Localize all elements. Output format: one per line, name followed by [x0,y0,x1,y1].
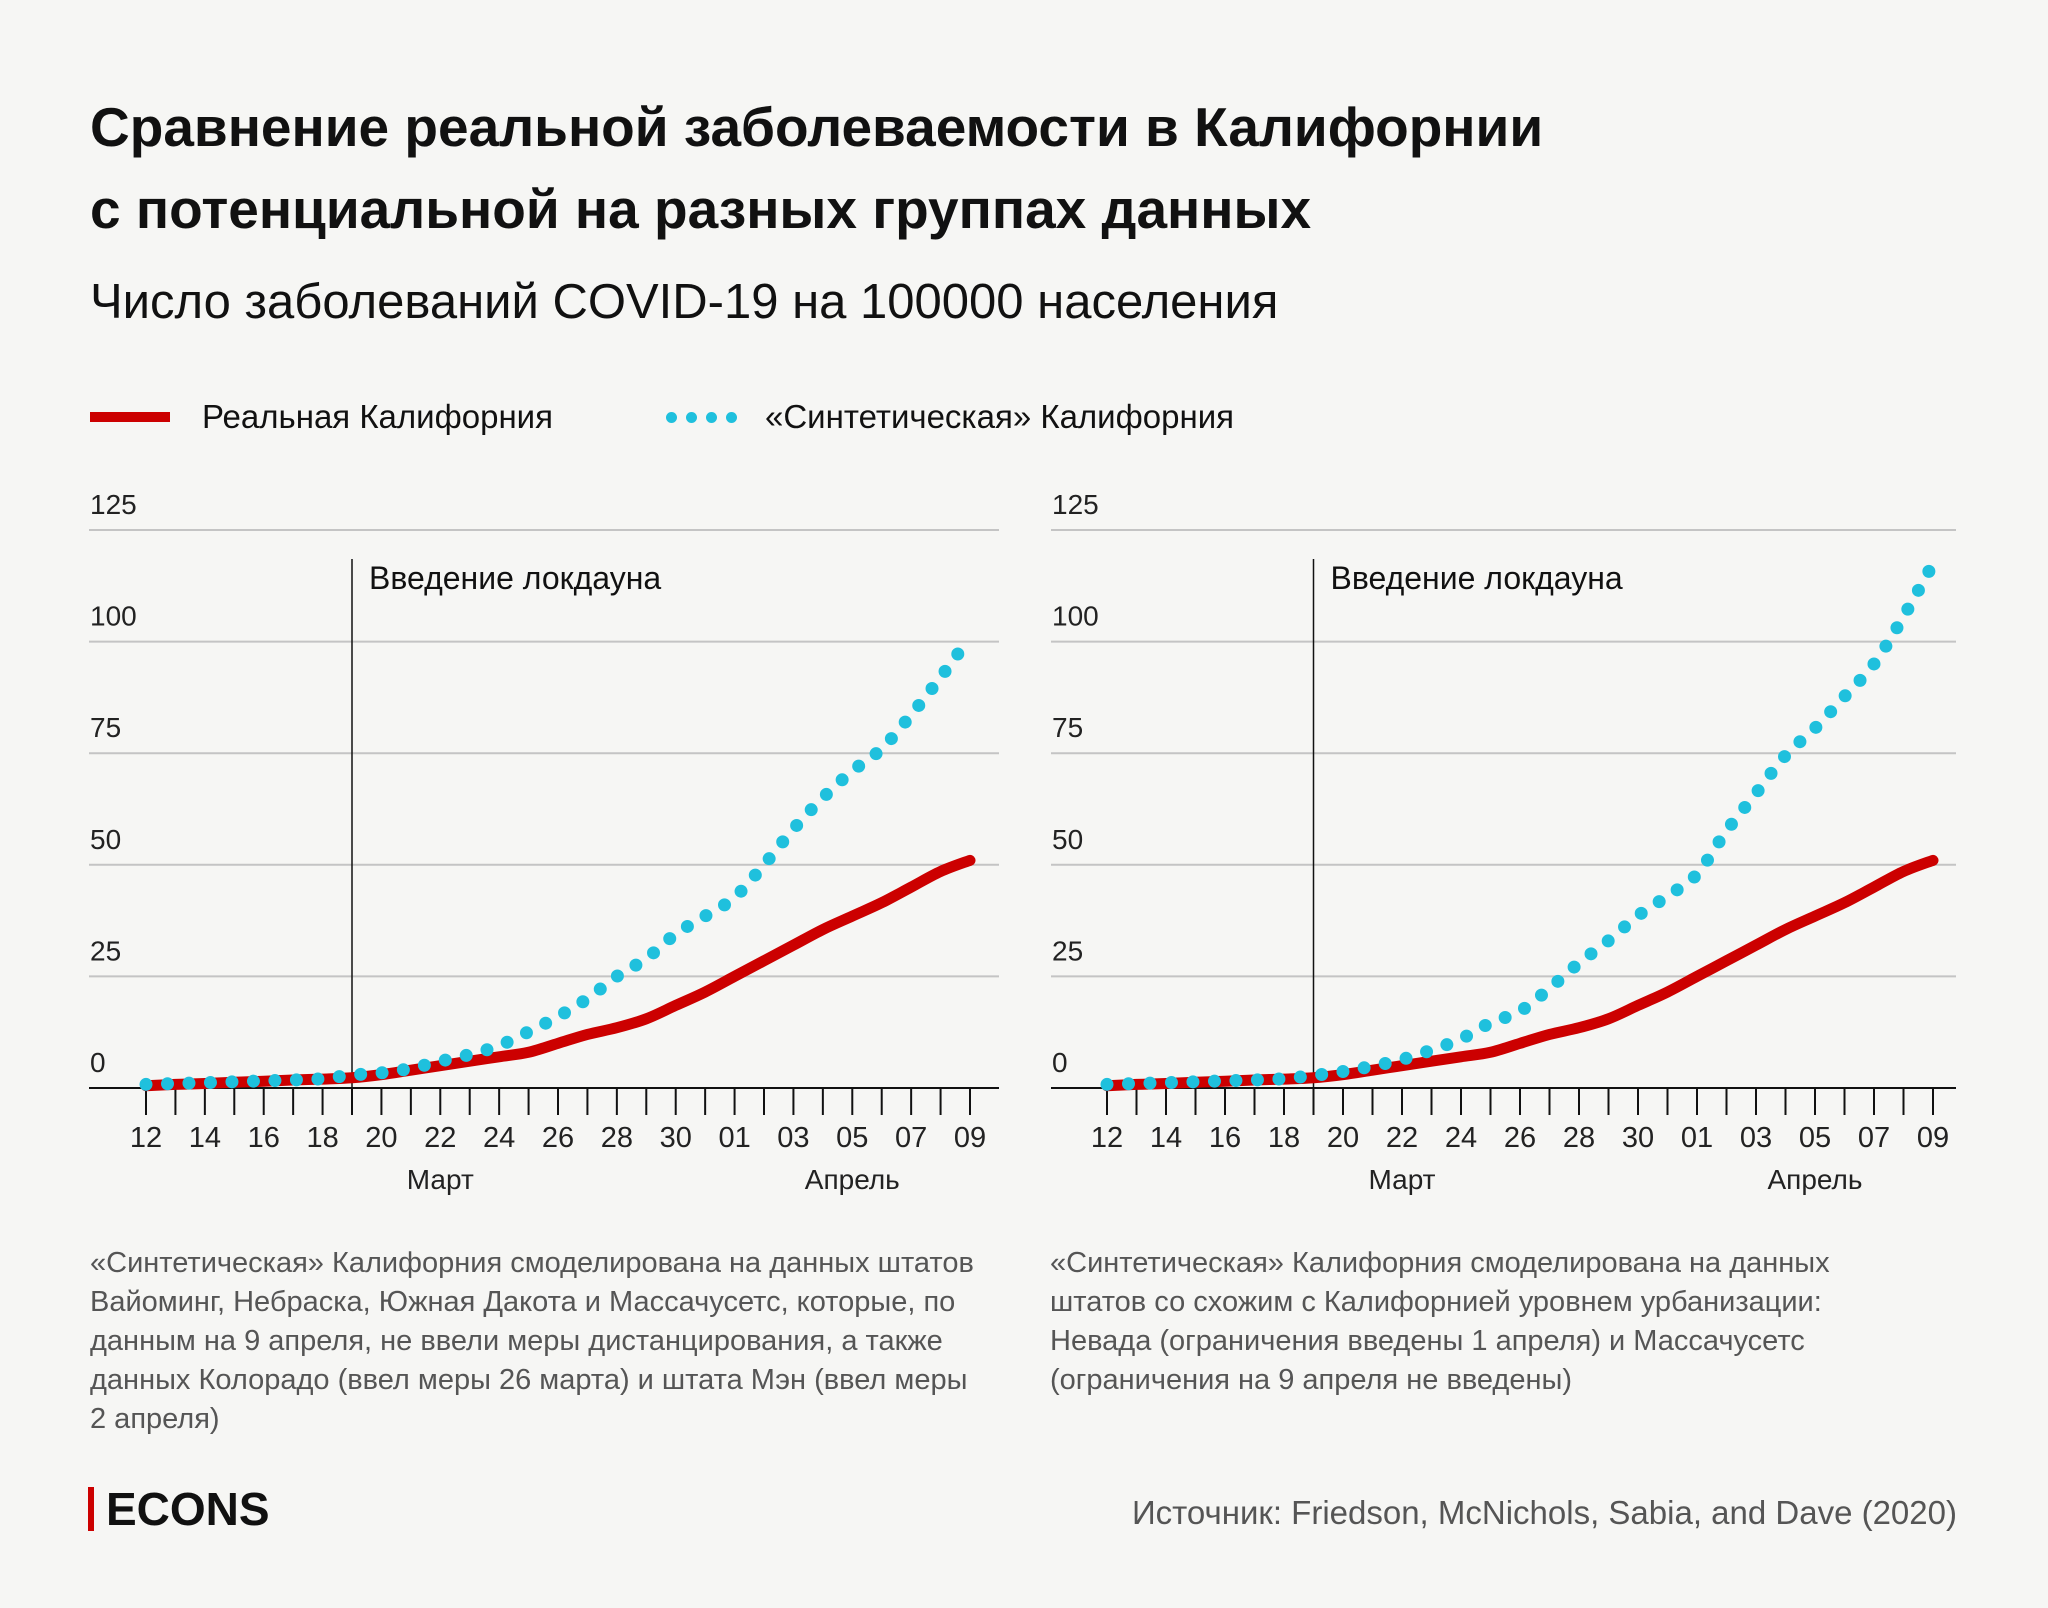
y-tick-label: 100 [1052,601,1099,632]
chart-title: Сравнение реальной заболеваемости в Кали… [90,86,1890,250]
logo-bar [88,1487,94,1531]
y-tick-label: 25 [90,935,121,966]
x-tick-label: 22 [424,1122,456,1154]
x-tick-label: 16 [1209,1122,1241,1154]
month-label-march: Март [1369,1164,1436,1195]
x-tick-label: 28 [601,1122,633,1154]
month-label-april: Апрель [1768,1164,1863,1195]
legend-real-label: Реальная Калифорния [202,398,553,435]
legend-line-swatch [90,412,170,422]
logo-text: ECONS [106,1483,270,1535]
x-tick-label: 07 [895,1122,927,1154]
x-tick-label: 09 [954,1122,986,1154]
x-tick-label: 14 [1150,1122,1182,1154]
y-tick-label: 100 [90,601,137,632]
x-tick-label: 01 [1681,1122,1713,1154]
title-line-2: с потенциальной на разных группах данных [90,178,1312,240]
x-tick-label: 14 [189,1122,221,1154]
chart-subtitle: Число заболеваний COVID-19 на 100000 нас… [90,275,1279,329]
y-tick-label: 25 [1052,935,1083,966]
legend-synthetic-label: «Синтетическая» Калифорния [765,398,1234,435]
y-tick-label: 75 [90,712,121,743]
x-tick-label: 24 [483,1122,515,1154]
y-tick-label: 0 [1052,1047,1068,1078]
x-tick-label: 18 [306,1122,338,1154]
lockdown-label: Введение локдауна [369,560,661,596]
legend-synthetic: «Синтетическая» Калифорния [666,398,1234,436]
legend-real: Реальная Калифорния [90,398,553,436]
y-tick-label: 50 [1052,824,1083,855]
x-tick-label: 09 [1917,1122,1949,1154]
month-label-april: Апрель [805,1164,900,1195]
x-tick-label: 22 [1386,1122,1418,1154]
y-tick-label: 125 [1052,489,1099,520]
legend-dots-swatch [666,411,737,423]
x-tick-label: 20 [1327,1122,1359,1154]
x-tick-label: 03 [1740,1122,1772,1154]
series-synthetic-dots [1100,557,1940,1091]
x-tick-label: 05 [836,1122,868,1154]
x-tick-label: 28 [1563,1122,1595,1154]
x-tick-label: 12 [1091,1122,1123,1154]
y-tick-label: 75 [1052,712,1083,743]
note-left: «Синтетическая» Калифорния смоделирована… [90,1247,974,1435]
x-tick-label: 30 [1622,1122,1654,1154]
y-tick-label: 0 [90,1047,106,1078]
x-tick-label: 07 [1858,1122,1890,1154]
y-tick-label: 125 [90,489,137,520]
x-tick-label: 16 [248,1122,280,1154]
x-tick-label: 30 [660,1122,692,1154]
series-real-line [140,854,976,1092]
x-tick-label: 26 [1504,1122,1536,1154]
x-tick-label: 03 [777,1122,809,1154]
x-tick-label: 24 [1445,1122,1477,1154]
y-tick-label: 50 [90,824,121,855]
note-right: «Синтетическая» Калифорния смоделирована… [1050,1247,1830,1396]
title-line-1: Сравнение реальной заболеваемости в Кали… [90,96,1544,158]
x-tick-label: 12 [130,1122,162,1154]
econs-logo: ECONS [88,1482,270,1536]
x-tick-label: 05 [1799,1122,1831,1154]
source-text: Источник: Friedson, McNichols, Sabia, an… [1131,1494,1957,1531]
x-tick-label: 01 [718,1122,750,1154]
series-synthetic-dots [139,630,977,1091]
series-real-line [1101,854,1939,1092]
x-tick-label: 20 [365,1122,397,1154]
lockdown-label: Введение локдауна [1331,560,1623,596]
x-tick-label: 18 [1268,1122,1300,1154]
x-tick-label: 26 [542,1122,574,1154]
month-label-march: Март [407,1164,474,1195]
